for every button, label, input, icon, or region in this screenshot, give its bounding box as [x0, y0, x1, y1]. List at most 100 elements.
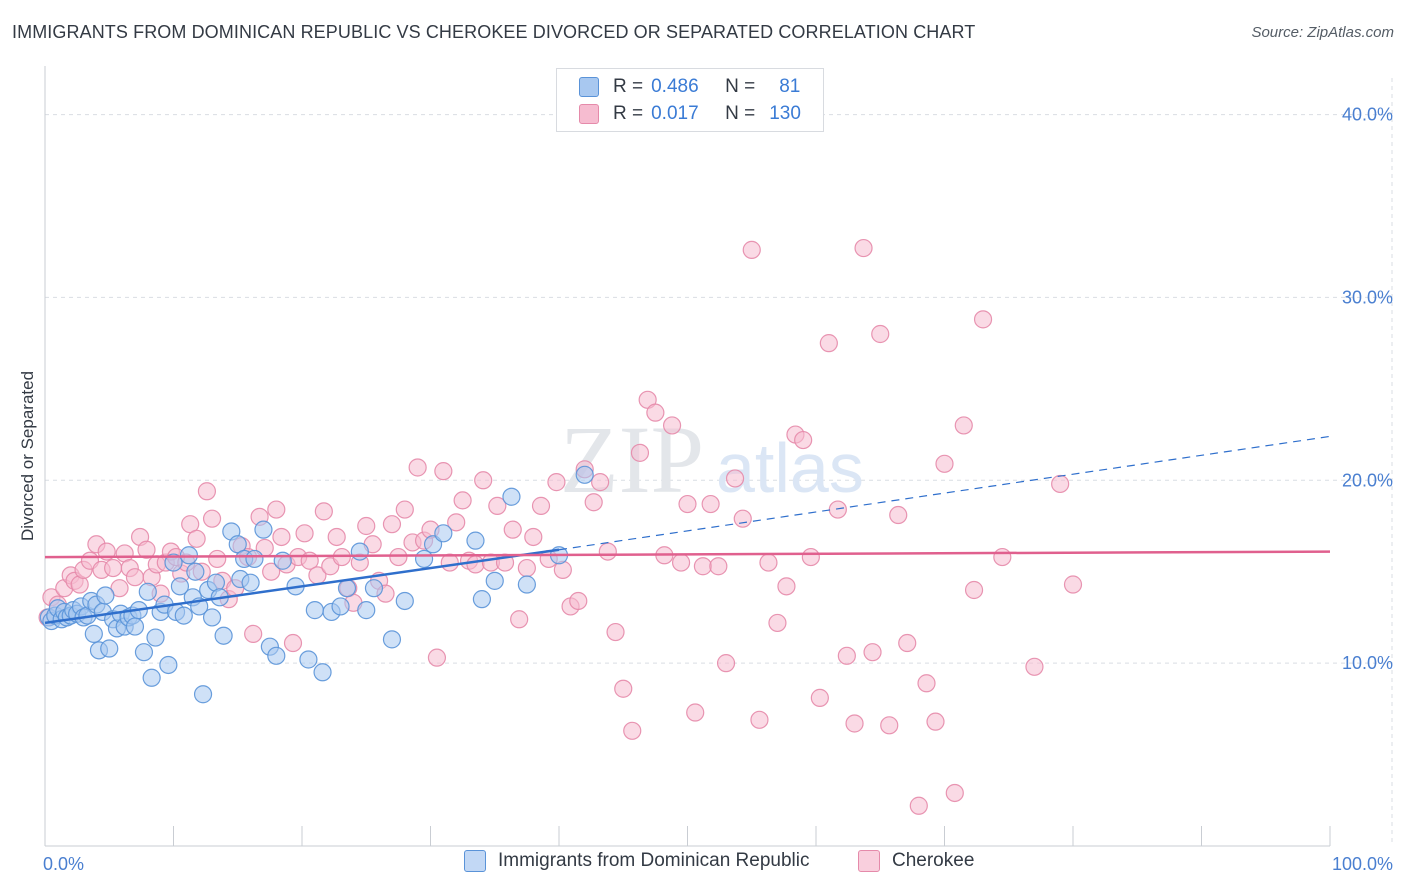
- dominican-point: [472, 590, 491, 609]
- legend-r-label: R =: [613, 103, 644, 124]
- y-axis-title: Divorced or Separated: [18, 371, 37, 541]
- cherokee-point: [819, 334, 838, 353]
- cherokee-point: [447, 513, 466, 532]
- cherokee-point: [863, 643, 882, 662]
- dominican-point: [502, 487, 521, 506]
- cherokee-point: [716, 654, 736, 673]
- dominican-point: [364, 579, 384, 598]
- dominican-point: [193, 685, 213, 704]
- cherokee-point: [810, 688, 829, 707]
- dominican-point: [305, 601, 324, 620]
- cherokee-point: [828, 500, 847, 519]
- cherokee-point: [709, 557, 728, 576]
- cherokee-point: [283, 633, 303, 653]
- cherokee-point: [267, 500, 286, 519]
- x-tick-label: 0.0%: [43, 854, 84, 874]
- cherokee-point: [197, 482, 217, 501]
- chart-title: IMMIGRANTS FROM DOMINICAN REPUBLIC VS CH…: [12, 22, 976, 42]
- dominican-point: [125, 617, 145, 636]
- trend-lines: [44, 435, 1331, 625]
- cherokee-point: [598, 542, 617, 561]
- cherokee-point: [389, 547, 408, 567]
- cherokee-point: [614, 679, 633, 698]
- watermark-atlas: atlas: [716, 429, 864, 507]
- y-tick-label: 20.0%: [1342, 470, 1393, 490]
- cherokee-point: [591, 473, 610, 492]
- legend-r-label: R =: [613, 76, 644, 97]
- cherokee-point: [725, 469, 745, 488]
- cherokee-point: [678, 494, 697, 514]
- dominican-point: [174, 606, 193, 625]
- cherokee-point: [837, 646, 856, 665]
- cherokee-point: [503, 520, 522, 539]
- cherokee-point: [110, 579, 129, 598]
- cherokee-point: [606, 622, 625, 642]
- dominican-point: [202, 608, 222, 627]
- dominican-trend-line: [44, 548, 560, 625]
- legend-swatch-blue: [579, 77, 599, 97]
- cherokee-point: [314, 502, 333, 521]
- cherokee-point: [524, 527, 543, 547]
- series-label: Cherokee: [892, 850, 975, 871]
- cherokee-point: [759, 553, 778, 572]
- dominican-point: [331, 597, 350, 616]
- dominican-point: [395, 591, 414, 611]
- cherokee-point: [973, 310, 993, 329]
- cherokee-point: [917, 674, 936, 693]
- series-legend-cherokee: Cherokee: [858, 850, 974, 872]
- cherokee-point: [854, 238, 873, 258]
- cherokee-point: [244, 624, 263, 643]
- cherokee-point: [964, 580, 984, 600]
- legend-row-cherokee: R = 0.017 N = 130: [579, 101, 801, 127]
- dominican-point: [337, 579, 357, 598]
- legend-r-value: 0.486: [651, 76, 699, 97]
- series-label: Immigrants from Dominican Republic: [498, 850, 810, 871]
- cherokee-point: [531, 496, 551, 515]
- correlation-legend: R = 0.486 N = 81 R = 0.017 N = 130: [556, 68, 824, 132]
- cherokee-point: [427, 648, 447, 667]
- dominican-point: [134, 643, 154, 662]
- cherokee-point: [768, 613, 787, 633]
- cherokee-trend-line: [44, 550, 1331, 559]
- cherokee-point: [1051, 474, 1070, 494]
- series-legend: Immigrants from Dominican Republic Chero…: [0, 850, 1406, 878]
- legend-n-label: N =: [725, 103, 756, 124]
- cherokee-point: [1025, 657, 1044, 676]
- dominican-point: [485, 571, 504, 590]
- cherokee-point: [382, 515, 402, 534]
- cherokee-point: [880, 716, 899, 735]
- legend-row-dominican: R = 0.486 N = 81: [579, 74, 800, 100]
- dominican-point: [146, 628, 165, 647]
- dominican-point: [254, 520, 273, 539]
- cherokee-point: [630, 443, 650, 462]
- cherokee-point: [357, 516, 376, 536]
- cherokee-point: [889, 505, 908, 525]
- cherokee-point: [453, 491, 472, 510]
- watermark: ZIP atlas: [560, 406, 864, 513]
- dominican-point: [245, 549, 264, 569]
- cherokee-point: [701, 494, 720, 514]
- dominican-point: [142, 668, 161, 687]
- cherokee-point: [733, 509, 752, 528]
- cherokee-point: [295, 524, 314, 543]
- cherokee-point: [742, 240, 761, 259]
- dominican-point: [434, 524, 453, 543]
- legend-n-label: N =: [725, 76, 756, 97]
- cherokee-point: [1063, 575, 1083, 594]
- dominican-point: [96, 586, 115, 605]
- dominican-point: [267, 646, 286, 665]
- dominican-point: [350, 542, 369, 561]
- cherokee-point: [395, 500, 414, 519]
- cherokee-point: [945, 783, 964, 803]
- cherokee-point: [671, 553, 691, 572]
- cherokee-point: [466, 555, 485, 574]
- dominican-point: [138, 582, 157, 601]
- cherokee-point: [584, 493, 603, 512]
- cherokee-point: [474, 471, 493, 490]
- cherokee-point: [547, 473, 566, 492]
- dominican-trend-line-extension: [558, 435, 1331, 551]
- cherokee-point: [104, 558, 123, 578]
- cherokee-point: [845, 714, 864, 733]
- cherokee-point: [488, 496, 507, 515]
- dominican-point: [357, 601, 376, 620]
